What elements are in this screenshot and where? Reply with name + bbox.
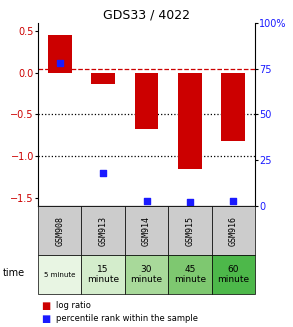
- Bar: [168, 206, 212, 255]
- Bar: [38, 206, 81, 255]
- Text: 30
minute: 30 minute: [130, 265, 163, 284]
- Text: GSM908: GSM908: [55, 215, 64, 246]
- Title: GDS33 / 4022: GDS33 / 4022: [103, 9, 190, 22]
- Point: [101, 170, 105, 176]
- Text: GSM916: GSM916: [229, 215, 238, 246]
- Bar: [168, 255, 212, 294]
- Point: [188, 200, 192, 205]
- Text: 60
minute: 60 minute: [217, 265, 249, 284]
- Bar: [221, 73, 245, 141]
- Bar: [81, 255, 125, 294]
- Bar: [91, 73, 115, 84]
- Text: GSM913: GSM913: [99, 215, 108, 246]
- Bar: [125, 206, 168, 255]
- Bar: [125, 255, 168, 294]
- Point: [231, 198, 236, 203]
- Text: 5 minute: 5 minute: [44, 272, 76, 278]
- Bar: [212, 206, 255, 255]
- Text: time: time: [3, 268, 25, 278]
- Text: ■: ■: [41, 314, 50, 324]
- Bar: [48, 35, 72, 73]
- Point: [144, 198, 149, 203]
- Bar: [38, 255, 81, 294]
- Point: [57, 60, 62, 66]
- Text: log ratio: log ratio: [56, 301, 91, 310]
- Text: 15
minute: 15 minute: [87, 265, 119, 284]
- Text: percentile rank within the sample: percentile rank within the sample: [56, 314, 198, 323]
- Bar: [178, 73, 202, 168]
- Text: ■: ■: [41, 301, 50, 311]
- Bar: [212, 255, 255, 294]
- Text: GSM914: GSM914: [142, 215, 151, 246]
- Bar: [81, 206, 125, 255]
- Bar: [134, 73, 159, 129]
- Text: GSM915: GSM915: [185, 215, 194, 246]
- Text: 45
minute: 45 minute: [174, 265, 206, 284]
